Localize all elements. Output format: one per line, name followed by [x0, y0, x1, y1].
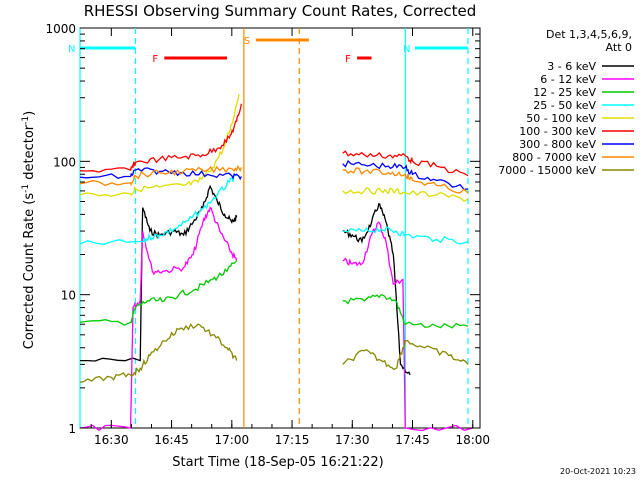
x-tick-label-1: 16:45 — [154, 433, 189, 447]
mode-bars: F N N S F — [68, 36, 468, 65]
footer-timestamp: 20-Oct-2021 10:23 — [560, 467, 636, 476]
legend-label-7: 800 - 7000 keV — [512, 151, 596, 164]
y-axis-label: Corrected Count Rate (s-1 detector-1) — [21, 111, 37, 349]
series-line-8 — [79, 322, 469, 383]
legend-label-4: 50 - 100 keV — [526, 112, 596, 125]
y-tick-label-2: 100 — [53, 155, 76, 169]
series-line-6 — [79, 159, 469, 191]
y-label-sup2: -1 — [21, 116, 31, 125]
mode-vlines — [79, 28, 469, 428]
legend-label-5: 100 - 300 keV — [519, 125, 596, 138]
mode-bar-label-0: F — [152, 54, 158, 65]
y-label-sup1: -1 — [21, 184, 31, 193]
x-axis-label: Start Time (18-Sep-05 16:21:22) — [172, 455, 383, 470]
legend-label-6: 300 - 800 keV — [519, 138, 596, 151]
y-axis-ticks: 1 10 100 1000 — [45, 22, 480, 436]
x-tick-label-5: 17:45 — [395, 433, 430, 447]
legend-header-line1: Det 1,3,4,5,6,9, — [546, 28, 632, 41]
x-tick-label-4: 17:30 — [335, 433, 370, 447]
x-tick-label-3: 17:15 — [275, 433, 310, 447]
mode-bar-label-3: S — [244, 36, 250, 47]
chart-title: RHESSI Observing Summary Count Rates, Co… — [84, 2, 477, 20]
mode-bar-label-1: N — [68, 44, 75, 55]
legend-label-8: 7000 - 15000 keV — [498, 164, 596, 177]
y-label-mid: detector — [22, 124, 37, 184]
series-line-5 — [79, 103, 469, 177]
series-line-4 — [79, 93, 469, 202]
series-line-7 — [79, 164, 469, 194]
y-tick-label-0: 1 — [68, 422, 76, 436]
mode-bar-label-4: F — [345, 54, 351, 65]
y-tick-label-1: 10 — [61, 289, 76, 303]
x-tick-label-0: 16:30 — [94, 433, 129, 447]
x-tick-label-2: 17:00 — [215, 433, 250, 447]
y-label-end: ) — [22, 111, 37, 116]
y-tick-label-3: 1000 — [45, 22, 76, 36]
series-line-1 — [79, 206, 473, 432]
series-line-3 — [79, 173, 469, 246]
y-label-main: Corrected Count Rate (s — [22, 193, 37, 350]
x-tick-label-6: 18:00 — [455, 433, 490, 447]
series-line-0 — [80, 184, 411, 376]
legend-header-line2: Att 0 — [606, 41, 632, 54]
series-group — [79, 93, 473, 432]
legend-label-3: 25 - 50 keV — [533, 99, 596, 112]
legend-label-2: 12 - 25 keV — [533, 86, 596, 99]
x-axis-ticks: 16:30 16:45 17:00 17:15 17:30 17:45 18:00 — [90, 28, 490, 447]
legend-label-0: 3 - 6 keV — [547, 60, 596, 73]
legend-label-1: 6 - 12 keV — [540, 73, 596, 86]
series-line-2 — [79, 260, 469, 329]
mode-bar-label-2: N — [403, 44, 410, 55]
